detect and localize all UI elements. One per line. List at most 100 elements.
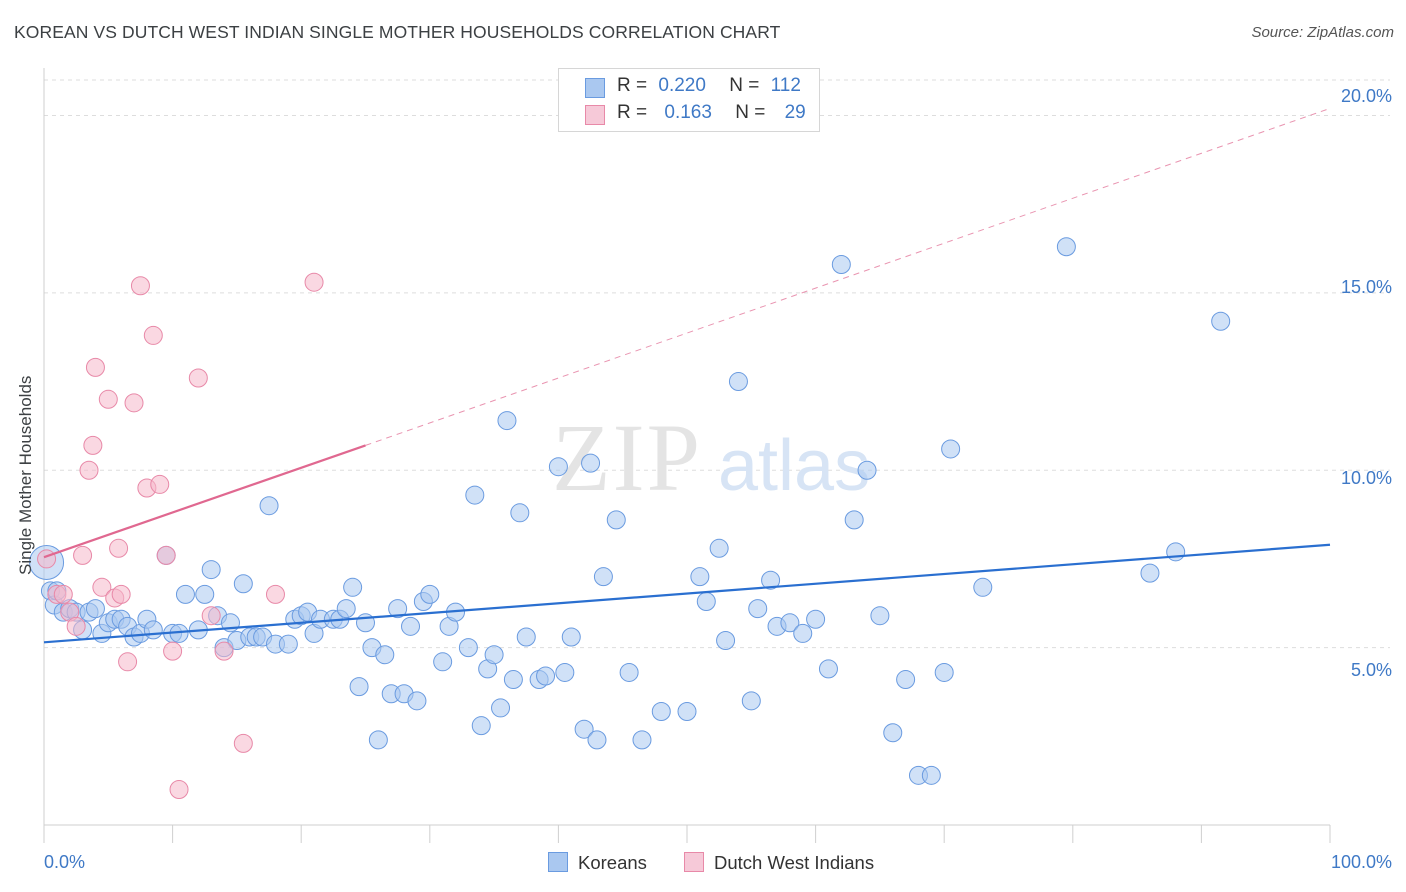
korean-point	[143, 620, 163, 640]
y-tick-label-20: 20.0%	[1340, 86, 1392, 106]
korean-point	[973, 577, 993, 597]
dutch-west-indian-point	[201, 606, 221, 626]
korean-point	[420, 584, 440, 604]
korean-point	[388, 599, 408, 619]
korean-point	[433, 652, 453, 672]
korean-point	[561, 627, 581, 647]
korean-point	[632, 730, 652, 750]
korean-point	[651, 701, 671, 721]
korean-point	[555, 662, 575, 682]
dutch-west-indian-point	[98, 389, 118, 409]
korean-point	[934, 662, 954, 682]
korean-point	[677, 701, 697, 721]
korean-point	[761, 570, 781, 590]
y-axis-label: Single Mother Households	[16, 375, 35, 575]
korean-point	[741, 691, 761, 711]
korean-point	[574, 719, 594, 739]
dutch-west-indian-point	[143, 325, 163, 345]
korean-point	[831, 254, 851, 274]
dutch-west-indian-point	[163, 641, 183, 661]
dutch-west-indian-point	[130, 276, 150, 296]
korean-point	[536, 666, 556, 686]
dutch-west-indian-point	[265, 584, 285, 604]
dutch-west-indian-point	[109, 538, 129, 558]
dutch-legend-label: Dutch West Indians	[714, 852, 875, 873]
korean-point	[780, 613, 800, 633]
korean-point	[606, 510, 626, 530]
korean-point	[1056, 237, 1076, 257]
axis-layer	[43, 68, 1331, 843]
dutch-west-indian-point	[233, 733, 253, 753]
watermark-zip: ZIP	[552, 404, 702, 511]
dutch-west-indian-point	[53, 584, 73, 604]
dutch-n-value: 29	[784, 102, 806, 123]
koreans-trend-line	[43, 543, 1331, 644]
korean-point	[690, 567, 710, 587]
dutch-west-indian-point	[66, 616, 86, 636]
korean-point	[195, 584, 215, 604]
dutch-trend-line	[43, 444, 366, 559]
korean-point	[336, 599, 356, 619]
korean-point	[278, 634, 298, 654]
dutch-west-indian-point	[188, 368, 208, 388]
korean-point	[883, 723, 903, 743]
korean-point	[375, 645, 395, 665]
korean-point	[85, 599, 105, 619]
korean-point	[484, 645, 504, 665]
korean-point	[407, 691, 427, 711]
korean-point	[175, 584, 195, 604]
korean-point	[259, 496, 279, 516]
correlation-legend: R = 0.220 N = 112 R = 0.163 N = 29	[558, 68, 820, 132]
korean-point	[941, 439, 961, 459]
korean-point	[896, 670, 916, 690]
dutch-west-indian-point	[156, 545, 176, 565]
y-tick-label-5: 5.0%	[1350, 660, 1392, 680]
korean-point	[201, 560, 221, 580]
korean-point	[806, 609, 826, 629]
korean-point	[471, 716, 491, 736]
korean-point	[709, 538, 729, 558]
koreans-swatch	[585, 78, 605, 98]
dutch-west-indian-point	[83, 435, 103, 455]
korean-point	[870, 606, 890, 626]
korean-point	[619, 662, 639, 682]
korean-point	[748, 599, 768, 619]
korean-point	[548, 457, 568, 477]
watermark: ZIP atlas	[552, 404, 870, 511]
dutch-west-indian-point	[214, 641, 234, 661]
trend-layer	[43, 107, 1331, 644]
x-tick-label-min: 0.0%	[44, 852, 86, 872]
korean-point	[233, 574, 253, 594]
n-label: N =	[729, 75, 760, 96]
korean-point	[1166, 542, 1186, 562]
korean-point	[465, 485, 485, 505]
korean-point	[349, 677, 369, 697]
dutch-west-indian-point	[111, 584, 131, 604]
bottom-legend-dutch-west-indians: Dutch West Indians	[684, 852, 874, 874]
chart-title: KOREAN VS DUTCH WEST INDIAN SINGLE MOTHE…	[14, 22, 781, 42]
koreans-n-value: 112	[770, 75, 801, 96]
koreans-legend-label: Koreans	[578, 852, 647, 873]
watermark-atlas: atlas	[718, 426, 870, 506]
y-tick-label-10: 10.0%	[1340, 468, 1392, 488]
korean-point	[510, 503, 530, 523]
korean-point	[368, 730, 388, 750]
korean-point	[593, 567, 613, 587]
korean-point	[401, 616, 421, 636]
dutch-west-indian-point	[79, 460, 99, 480]
korean-point	[503, 670, 523, 690]
korean-point	[343, 577, 363, 597]
koreans-r-value: 0.220	[658, 75, 706, 96]
dutch-trend-extension	[365, 107, 1331, 446]
dutch-west-indian-point	[124, 393, 144, 413]
dutch-west-indian-point	[85, 357, 105, 377]
y-tick-label-15: 15.0%	[1340, 277, 1392, 297]
bottom-legend-koreans: Koreans	[548, 852, 647, 874]
korean-point	[857, 460, 877, 480]
korean-point	[921, 765, 941, 785]
korean-point	[458, 638, 478, 658]
korean-point	[818, 659, 838, 679]
korean-point	[581, 453, 601, 473]
dutch-west-indian-point	[169, 780, 189, 800]
